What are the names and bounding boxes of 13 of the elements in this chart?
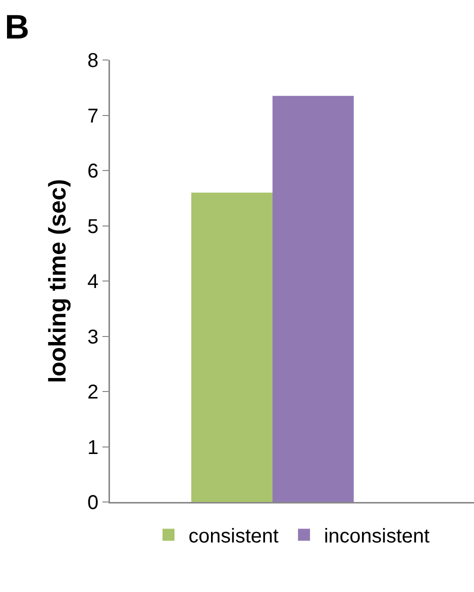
y-tick-label: 0	[87, 492, 98, 514]
legend-label: inconsistent	[324, 526, 430, 548]
y-tick-label: 3	[87, 326, 98, 348]
legend-label: consistent	[188, 526, 279, 548]
y-tick-label: 4	[87, 271, 98, 293]
y-tick-label: 8	[87, 50, 98, 72]
y-axis-title: looking time (sec)	[44, 178, 72, 384]
y-tick-label: 5	[87, 216, 98, 238]
y-tick-label: 1	[87, 436, 98, 459]
y-tick-label: 6	[87, 160, 98, 182]
chart-title: B	[4, 8, 30, 47]
y-tick-label: 7	[87, 105, 98, 128]
y-tick-label: 2	[87, 382, 98, 404]
